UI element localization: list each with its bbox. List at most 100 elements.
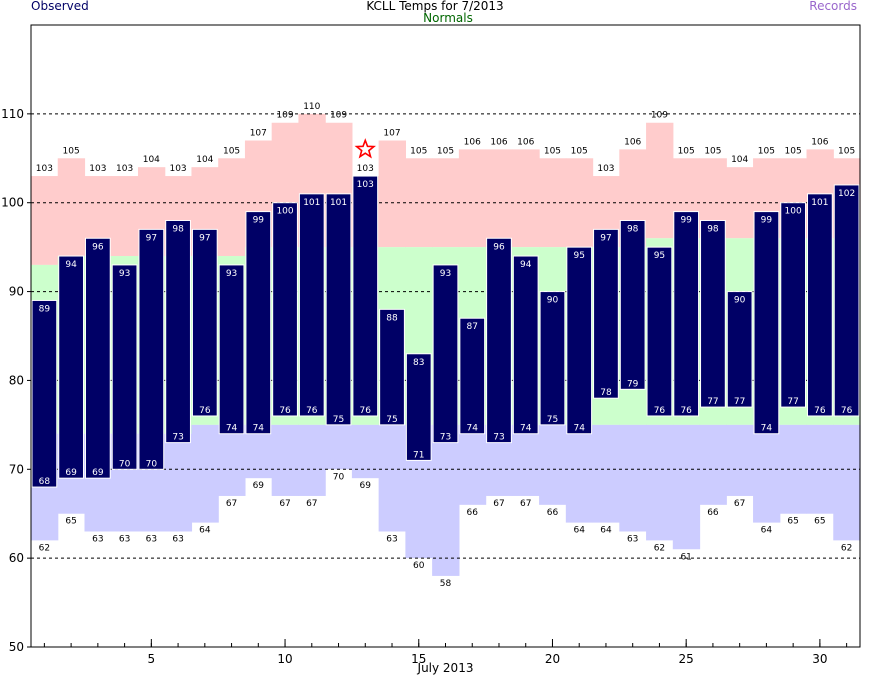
observed-high-label: 94 [65, 260, 77, 270]
observed-low-label: 75 [333, 415, 344, 425]
y-tick-label: 100 [1, 196, 24, 210]
observed-high-label: 95 [573, 251, 584, 261]
observed-bar [512, 255, 539, 435]
record-low-band [378, 424, 406, 532]
observed-bar [405, 353, 432, 461]
observed-low-label: 76 [306, 406, 318, 416]
record-low-band [512, 424, 540, 496]
observed-bar [566, 246, 593, 435]
observed-low-label: 74 [226, 424, 238, 434]
observed-low-label: 73 [440, 433, 451, 443]
record-low-band [726, 424, 754, 496]
record-high-band [378, 140, 406, 248]
record-low-band [298, 424, 326, 496]
x-tick-label: 20 [545, 652, 560, 666]
observed-high-label: 97 [199, 233, 210, 243]
x-tick-label: 5 [148, 652, 156, 666]
record-high-band [485, 149, 513, 248]
observed-high-label: 93 [440, 269, 451, 279]
record-low-label: 63 [146, 534, 157, 544]
observed-bar [673, 211, 700, 417]
value-labels-layer: 103 62 89 68 105 65 94 69 103 63 96 69 103 63 93 70 104 6… [36, 102, 855, 589]
record-low-label: 62 [841, 543, 852, 553]
record-low-band [753, 424, 781, 523]
record-low-band [271, 424, 300, 496]
observed-bar [165, 219, 191, 444]
record-low-label: 66 [547, 508, 559, 518]
y-tick-label: 90 [9, 285, 24, 299]
record-high-label: 110 [303, 102, 320, 112]
observed-bar [539, 291, 566, 426]
record-high-label: 106 [811, 137, 828, 147]
observed-bar [298, 193, 325, 417]
record-high-label: 105 [410, 146, 427, 156]
observed-bar [218, 264, 245, 435]
record-low-label: 64 [761, 526, 773, 536]
observed-bar [84, 237, 111, 479]
record-high-label: 103 [116, 164, 133, 174]
record-low-label: 65 [814, 517, 825, 527]
record-low-label: 64 [573, 526, 585, 536]
observed-low-label: 73 [493, 433, 504, 443]
observed-high-label: 93 [226, 269, 237, 279]
observed-high-label: 97 [600, 233, 611, 243]
record-high-label: 105 [678, 146, 695, 156]
x-tick-label: 15 [411, 652, 426, 666]
observed-low-label: 76 [654, 406, 666, 416]
record-high-label: 109 [651, 111, 668, 121]
record-low-band [672, 424, 701, 550]
record-low-band [164, 433, 193, 532]
record-high-label: 105 [704, 146, 721, 156]
observed-high-label: 88 [386, 313, 398, 323]
record-low-label: 67 [226, 499, 237, 509]
record-low-label: 62 [654, 543, 665, 553]
observed-bar [646, 246, 673, 417]
record-low-band [351, 424, 380, 479]
observed-low-label: 77 [707, 397, 718, 407]
record-high-label: 105 [437, 146, 454, 156]
observed-low-label: 74 [520, 424, 532, 434]
observed-high-label: 99 [761, 216, 773, 226]
observed-high-label: 95 [654, 251, 665, 261]
observed-low-label: 74 [253, 424, 265, 434]
observed-low-label: 71 [413, 450, 424, 460]
record-low-label: 64 [600, 526, 612, 536]
observed-low-label: 76 [360, 406, 372, 416]
y-tick-label: 80 [9, 373, 24, 387]
observed-low-label: 70 [146, 459, 158, 469]
record-low-band [592, 424, 620, 523]
record-low-band [458, 424, 487, 505]
observed-high-label: 90 [547, 296, 559, 306]
record-low-label: 63 [92, 534, 103, 544]
record-low-label: 70 [333, 472, 345, 482]
y-tick-label: 70 [9, 462, 24, 476]
record-high-label: 103 [357, 164, 374, 174]
record-high-band [57, 158, 86, 257]
record-high-label: 103 [36, 164, 53, 174]
record-star-marker [354, 138, 376, 159]
record-low-label: 63 [172, 534, 183, 544]
record-low-label: 69 [360, 481, 372, 491]
record-low-band [619, 424, 647, 532]
observed-bar [619, 219, 646, 390]
record-high-label: 105 [838, 146, 855, 156]
record-high-band [218, 158, 246, 257]
record-high-band [458, 149, 487, 248]
observed-low-label: 77 [734, 397, 745, 407]
observed-low-label: 75 [386, 415, 397, 425]
observed-high-label: 100 [276, 207, 293, 217]
observed-high-label: 93 [119, 269, 130, 279]
observed-bar [459, 317, 486, 435]
record-low-label: 67 [279, 499, 290, 509]
record-high-label: 105 [544, 146, 561, 156]
record-high-label: 104 [143, 155, 160, 165]
x-tick-label: 30 [812, 652, 827, 666]
record-low-label: 67 [520, 499, 531, 509]
observed-bar [726, 291, 753, 408]
record-high-label: 109 [276, 111, 293, 121]
observed-high-label: 100 [785, 207, 802, 217]
observed-high-label: 99 [253, 216, 265, 226]
record-high-label: 106 [517, 137, 534, 147]
record-low-label: 66 [467, 508, 479, 518]
